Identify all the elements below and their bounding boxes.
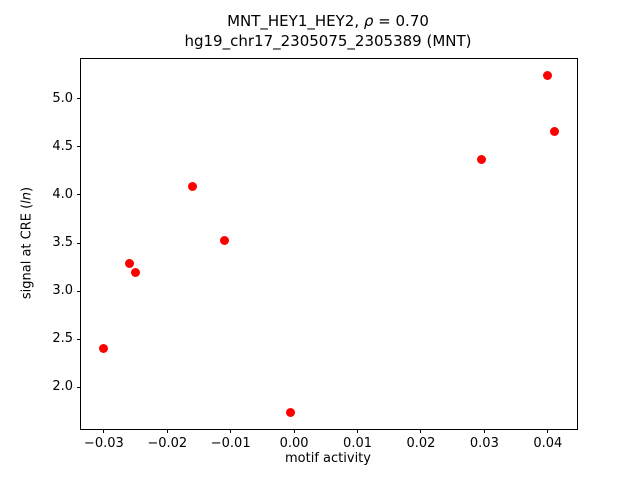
y-tick-label: 2.0 bbox=[52, 379, 73, 395]
data-point bbox=[286, 407, 296, 417]
y-tick-mark bbox=[77, 242, 81, 244]
x-tick-mark bbox=[230, 429, 232, 433]
plot-title: MNT_HEY1_HEY2, ρ = 0.70 hg19_chr17_23050… bbox=[80, 11, 576, 51]
x-tick-label: 0.00 bbox=[279, 436, 309, 451]
plot-title-line1: MNT_HEY1_HEY2, ρ = 0.70 bbox=[80, 11, 576, 31]
x-tick-label: 0.03 bbox=[469, 436, 499, 451]
x-tick-label: −0.02 bbox=[147, 436, 188, 451]
y-tick-mark bbox=[77, 290, 81, 292]
y-tick-mark bbox=[77, 386, 81, 388]
y-tick-label: 2.5 bbox=[52, 331, 73, 347]
x-tick-label: −0.01 bbox=[210, 436, 251, 451]
x-tick-mark bbox=[483, 429, 485, 433]
y-tick-mark bbox=[77, 194, 81, 196]
data-point bbox=[549, 127, 559, 137]
y-tick-mark bbox=[77, 146, 81, 148]
y-tick-label: 3.5 bbox=[52, 235, 73, 251]
y-tick-mark bbox=[77, 98, 81, 100]
title-rho-symbol: ρ bbox=[363, 12, 374, 30]
data-point bbox=[543, 71, 553, 81]
y-label-italic: ln bbox=[19, 191, 35, 204]
title-suffix: = 0.70 bbox=[373, 12, 429, 30]
x-tick-mark bbox=[103, 429, 105, 433]
data-point bbox=[99, 344, 109, 354]
x-tick-label: 0.04 bbox=[533, 436, 563, 451]
x-tick-mark bbox=[547, 429, 549, 433]
plot-title-line2: hg19_chr17_2305075_2305389 (MNT) bbox=[184, 32, 472, 50]
x-tick-mark bbox=[293, 429, 295, 433]
data-point bbox=[124, 258, 134, 268]
data-point bbox=[219, 235, 229, 245]
x-tick-mark bbox=[357, 429, 359, 433]
x-tick-label: 0.01 bbox=[343, 436, 372, 451]
y-tick-label: 3.0 bbox=[52, 283, 73, 299]
y-label-prefix: signal at CRE ( bbox=[19, 203, 35, 300]
x-tick-mark bbox=[420, 429, 422, 433]
data-point bbox=[188, 181, 198, 191]
x-axis-label: motif activity bbox=[285, 451, 371, 466]
x-tick-label: 0.02 bbox=[406, 436, 436, 451]
y-tick-label: 4.0 bbox=[52, 186, 73, 202]
y-axis-label: signal at CRE (ln) bbox=[20, 187, 35, 299]
data-point bbox=[131, 268, 141, 278]
y-tick-label: 5.0 bbox=[52, 90, 73, 106]
title-prefix: MNT_HEY1_HEY2, bbox=[227, 12, 364, 30]
y-label-suffix: ) bbox=[19, 186, 35, 192]
plot-area: −0.03 −0.02 −0.01 0.00 0.01 0.02 0.03 0.04 2.0 2.… bbox=[52, 58, 578, 451]
x-tick-mark bbox=[166, 429, 168, 433]
x-tick-label: −0.03 bbox=[83, 436, 124, 451]
data-point bbox=[476, 154, 486, 164]
y-tick-mark bbox=[77, 338, 81, 340]
y-tick-label: 4.5 bbox=[52, 138, 73, 154]
